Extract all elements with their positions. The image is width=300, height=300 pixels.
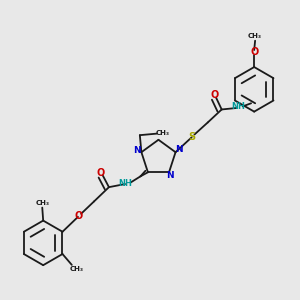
Text: NH: NH — [231, 103, 245, 112]
Text: O: O — [74, 211, 82, 221]
Text: O: O — [97, 168, 105, 178]
Text: O: O — [250, 46, 258, 57]
Text: N: N — [176, 145, 183, 154]
Text: N: N — [166, 172, 174, 181]
Text: CH₃: CH₃ — [70, 266, 84, 272]
Text: S: S — [188, 132, 195, 142]
Text: N: N — [133, 146, 141, 155]
Text: CH₃: CH₃ — [248, 33, 262, 39]
Text: CH₃: CH₃ — [35, 200, 49, 206]
Text: O: O — [210, 90, 219, 100]
Text: CH₃: CH₃ — [155, 130, 170, 136]
Text: NH: NH — [119, 178, 133, 188]
